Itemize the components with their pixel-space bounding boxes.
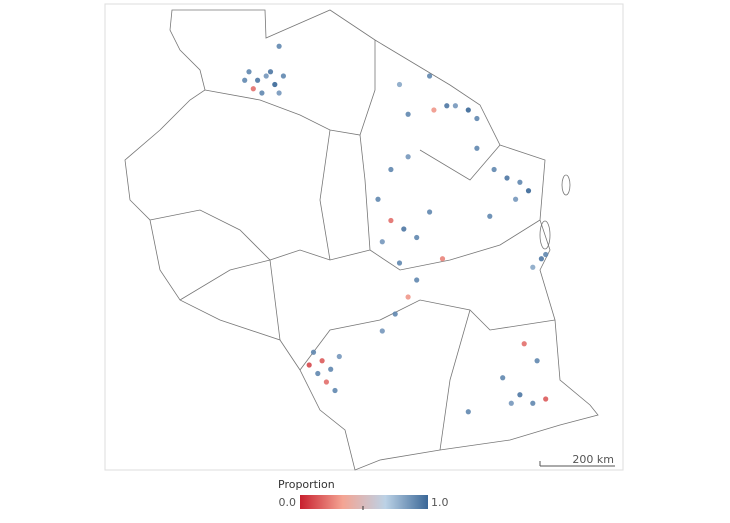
map-point bbox=[543, 251, 549, 258]
region-border bbox=[179, 259, 281, 341]
map-point bbox=[306, 362, 312, 368]
map-point bbox=[263, 73, 269, 79]
map-point bbox=[276, 90, 282, 96]
map-point bbox=[332, 387, 338, 394]
map-point bbox=[388, 217, 394, 224]
map-point bbox=[250, 86, 256, 92]
map-point bbox=[465, 409, 471, 415]
map-point bbox=[259, 90, 265, 96]
map-frame bbox=[104, 3, 624, 471]
map-point bbox=[267, 69, 274, 75]
map-point bbox=[246, 69, 252, 75]
scale-label: 200 km bbox=[572, 453, 614, 466]
map-point bbox=[543, 396, 549, 402]
map-point bbox=[255, 77, 261, 83]
map-point bbox=[396, 81, 403, 88]
map-point bbox=[405, 294, 411, 300]
map-point bbox=[392, 311, 398, 317]
map-point bbox=[379, 239, 385, 245]
map-point bbox=[517, 392, 523, 398]
map-point bbox=[315, 370, 321, 377]
region-border bbox=[359, 134, 541, 271]
map-point bbox=[427, 73, 433, 79]
region-border bbox=[299, 299, 556, 371]
map-point bbox=[405, 111, 411, 117]
map-point bbox=[427, 209, 433, 215]
country-outline bbox=[124, 9, 599, 471]
map-point bbox=[310, 349, 317, 355]
map-point bbox=[405, 154, 411, 160]
map-point bbox=[396, 260, 403, 266]
map-point bbox=[280, 73, 286, 79]
map-point bbox=[504, 175, 510, 181]
map-point bbox=[388, 166, 394, 173]
map-point bbox=[414, 234, 420, 241]
region-border bbox=[419, 144, 501, 181]
legend-title: Proportion bbox=[278, 478, 335, 491]
map-point bbox=[323, 379, 329, 385]
map-point bbox=[439, 256, 446, 262]
map-point bbox=[474, 115, 480, 122]
map-point bbox=[534, 358, 540, 364]
region-border bbox=[439, 309, 471, 451]
map-point bbox=[530, 400, 536, 406]
points bbox=[242, 43, 549, 415]
map-point bbox=[272, 81, 278, 88]
map-point bbox=[276, 43, 282, 49]
legend-bar bbox=[300, 495, 428, 509]
borders bbox=[124, 9, 599, 471]
map-point bbox=[375, 196, 381, 202]
legend-max: 1.0 bbox=[431, 496, 449, 509]
map-point bbox=[521, 341, 527, 347]
map-point bbox=[401, 226, 407, 232]
map-point bbox=[431, 107, 437, 113]
map-point bbox=[444, 103, 450, 109]
map-point bbox=[508, 400, 514, 406]
map-point bbox=[414, 277, 420, 283]
map-point bbox=[319, 358, 325, 364]
map-point bbox=[487, 213, 493, 219]
map-point bbox=[379, 328, 385, 334]
map-point bbox=[465, 107, 471, 113]
legend-min: 0.0 bbox=[279, 496, 297, 509]
map-point bbox=[491, 166, 497, 173]
map-point bbox=[525, 188, 532, 194]
map-point bbox=[517, 179, 523, 185]
map-point bbox=[452, 103, 458, 109]
map-point bbox=[328, 366, 334, 372]
map-point bbox=[242, 77, 248, 83]
map-point bbox=[336, 353, 342, 360]
island bbox=[539, 220, 551, 250]
map-point bbox=[538, 256, 545, 262]
map-point bbox=[530, 264, 536, 270]
island bbox=[561, 174, 571, 196]
region-border bbox=[319, 129, 331, 261]
map-point bbox=[500, 375, 506, 381]
map-point bbox=[513, 196, 519, 202]
map-point bbox=[474, 145, 480, 151]
